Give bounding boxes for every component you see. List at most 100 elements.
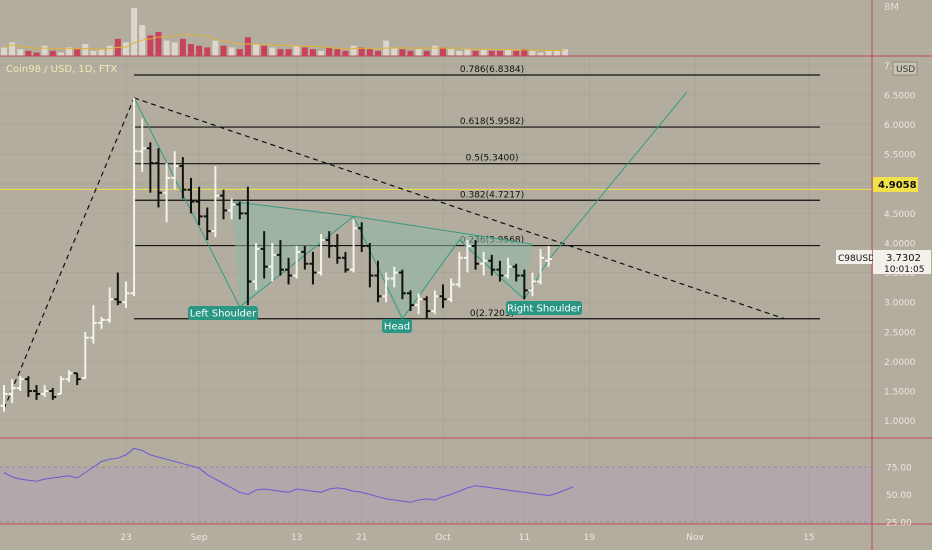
volume-bar bbox=[1, 47, 7, 56]
price-tick: 2.0000 bbox=[884, 358, 916, 368]
volume-bar bbox=[82, 44, 89, 56]
volume-bar bbox=[74, 49, 81, 56]
time-tick: Oct bbox=[435, 533, 451, 543]
ohlc-bar bbox=[163, 163, 171, 223]
volume-bar bbox=[277, 49, 284, 56]
ohlc-bar bbox=[138, 118, 146, 172]
ohlc-bar bbox=[285, 257, 293, 285]
volume-bar bbox=[253, 44, 260, 56]
ohlc-bar bbox=[537, 248, 545, 285]
time-tick: 19 bbox=[584, 533, 596, 543]
volume-bar bbox=[326, 47, 333, 56]
time-tick: 13 bbox=[291, 533, 302, 543]
ohlc-bar bbox=[260, 231, 268, 279]
ohlc-bar bbox=[81, 331, 89, 380]
trend-lines[interactable] bbox=[3, 91, 785, 409]
volume-bar bbox=[366, 49, 373, 56]
volume-bar bbox=[228, 47, 235, 56]
volume-bar bbox=[212, 40, 219, 56]
volume-bar bbox=[472, 50, 479, 56]
ohlc-bar bbox=[236, 201, 244, 220]
last-price-tag bbox=[873, 250, 931, 274]
volume-bar bbox=[496, 50, 503, 56]
rsi-tick: 75.00 bbox=[886, 464, 912, 474]
ohlc-bar bbox=[390, 266, 398, 288]
ohlc-bar bbox=[496, 260, 504, 282]
ohlc-bar bbox=[545, 245, 553, 267]
volume-bar bbox=[285, 49, 292, 56]
volume-bar bbox=[236, 49, 243, 56]
right-shoulder-label-bg bbox=[506, 301, 582, 315]
marker-price-value: 4.9058 bbox=[878, 180, 917, 191]
volume-bar bbox=[90, 50, 97, 56]
price-tick: 1.0000 bbox=[884, 417, 916, 427]
descending-trendline[interactable] bbox=[133, 97, 785, 320]
price-tick: 4.5000 bbox=[884, 210, 916, 220]
volume-bar bbox=[244, 37, 251, 56]
ohlc-bar bbox=[244, 186, 252, 306]
ohlc-bar bbox=[512, 263, 520, 282]
time-tick: Nov bbox=[686, 533, 704, 543]
volume-bar bbox=[342, 50, 349, 56]
ohlc-bar bbox=[98, 317, 106, 329]
last-symbol: C98USD bbox=[838, 254, 875, 264]
left-shoulder-label-bg bbox=[188, 306, 258, 320]
ascending-trendline[interactable] bbox=[3, 97, 135, 409]
volume-bar bbox=[407, 50, 414, 56]
projection-line[interactable] bbox=[548, 91, 688, 260]
rsi-tick: 50.00 bbox=[886, 491, 912, 501]
volume-bar bbox=[399, 49, 406, 56]
ohlc-bar bbox=[407, 290, 414, 312]
ohlc-bar bbox=[89, 305, 97, 344]
currency-badge bbox=[892, 61, 918, 76]
volume-bar bbox=[155, 32, 162, 56]
volume-bar bbox=[17, 49, 24, 56]
volume-bar bbox=[163, 40, 170, 56]
ohlc-bar bbox=[447, 278, 455, 303]
ohlc-bar bbox=[179, 157, 187, 199]
volume-bar bbox=[553, 50, 560, 56]
volume-bar bbox=[521, 49, 528, 56]
time-tick: 15 bbox=[803, 533, 814, 543]
ohlc-bar bbox=[293, 245, 301, 279]
volume-histogram bbox=[1, 8, 568, 56]
ohlc-bar bbox=[57, 376, 65, 395]
right-shoulder-label: Right Shoulder bbox=[507, 304, 582, 315]
time-tick: 23 bbox=[120, 533, 131, 543]
ohlc-bar bbox=[187, 177, 195, 214]
pattern-neckline[interactable] bbox=[231, 201, 533, 245]
fib-label-0.382: 0.382(4.7217) bbox=[460, 190, 524, 200]
volume-bar bbox=[204, 47, 211, 56]
ohlc-bar bbox=[423, 296, 431, 319]
head-label: Head bbox=[384, 322, 410, 333]
fib-label-0.618: 0.618(5.9582) bbox=[460, 117, 524, 127]
ohlc-bar bbox=[317, 234, 325, 276]
ohlc-bar bbox=[366, 243, 374, 288]
ohlc-bar bbox=[382, 272, 390, 303]
volume-bar bbox=[301, 47, 308, 56]
time-tick: 11 bbox=[519, 533, 530, 543]
volume-bar bbox=[196, 45, 203, 56]
ohlc-bar bbox=[146, 142, 154, 193]
ohlc-bar bbox=[16, 376, 24, 391]
ohlc-bar bbox=[455, 251, 463, 288]
volume-scale-label: 8M bbox=[884, 2, 899, 13]
ohlc-bar bbox=[504, 257, 512, 279]
ohlc-bar bbox=[130, 97, 138, 297]
time-axis[interactable]: 23 Sep 13 21 Oct 11 19 Nov 15 bbox=[120, 533, 814, 543]
pattern-labels: Left Shoulder Head Right Shoulder bbox=[188, 301, 582, 333]
ohlc-bar bbox=[268, 243, 276, 282]
volume-bar bbox=[561, 49, 568, 56]
ohlc-bar bbox=[301, 245, 309, 270]
ohlc-bar bbox=[415, 293, 423, 315]
ohlc-bar bbox=[114, 272, 122, 306]
volume-bar bbox=[318, 50, 325, 56]
volume-bar bbox=[57, 52, 64, 56]
last-symbol-tag bbox=[836, 250, 872, 264]
volume-bar bbox=[269, 47, 276, 56]
marker-price-tag bbox=[873, 177, 918, 192]
symbol-label: Coin98 / USD, 1D, FTX bbox=[6, 64, 117, 75]
rsi-pane bbox=[0, 447, 872, 523]
ohlc-bar bbox=[252, 243, 260, 291]
